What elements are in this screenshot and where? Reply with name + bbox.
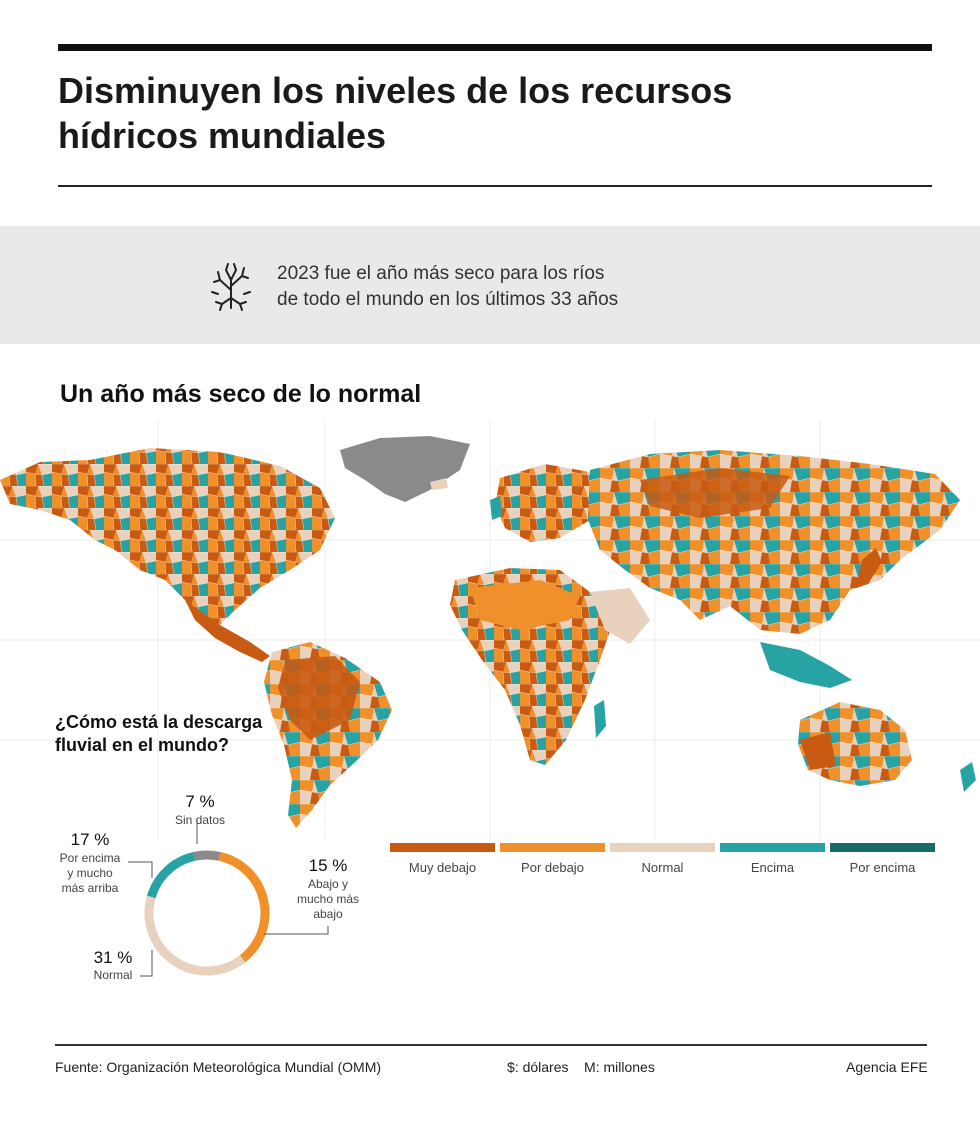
- page-title: Disminuyen los niveles de los recursos h…: [58, 70, 733, 156]
- legend-label: Por debajo: [521, 860, 584, 875]
- donut-segment-por-encima: [146, 852, 196, 899]
- label-por-encima-line-1: Por encima: [59, 851, 121, 865]
- leader-abajo: [264, 926, 329, 935]
- footer-divider: [55, 1044, 927, 1046]
- donut-segment-sin-datos: [193, 850, 221, 861]
- info-text: 2023 fue el año más seco para los ríos d…: [277, 261, 697, 313]
- legend-swatch: [390, 843, 495, 852]
- arabia: [590, 588, 650, 644]
- label-abajo-line-3: abajo: [313, 907, 343, 921]
- label-normal: Normal: [93, 968, 133, 982]
- donut-segment-abajo: [218, 852, 270, 963]
- legend-item-encima: Encima: [720, 843, 825, 875]
- donut-title-line-2: fluvial en el mundo?: [55, 735, 230, 755]
- dry-tree-icon: [211, 263, 251, 311]
- footer-agency: Agencia EFE: [846, 1059, 928, 1075]
- donut-segment-normal: [144, 895, 246, 976]
- greenland: [340, 436, 470, 502]
- legend-label: Por encima: [849, 860, 916, 875]
- label-abajo: Abajo y mucho más abajo: [286, 877, 370, 922]
- pct-sin-datos: 7 %: [185, 792, 215, 811]
- japan: [856, 548, 882, 588]
- legend-label: Encima: [750, 860, 795, 875]
- legend-item-normal: Normal: [610, 843, 715, 875]
- legend-swatch: [500, 843, 605, 852]
- world-map-svg: [0, 420, 980, 840]
- donut-rings: [144, 850, 270, 976]
- label-abajo-line-1: Abajo y: [307, 877, 349, 891]
- legend-item-por-debajo: Por debajo: [500, 843, 605, 875]
- pct-normal: 31 %: [93, 948, 133, 967]
- se-asia: [760, 642, 852, 688]
- uk: [490, 496, 502, 520]
- discharge-donut-chart: [128, 820, 329, 977]
- legend-item-muy-debajo: Muy debajo: [390, 843, 495, 875]
- map-legend: Muy debajo Por debajo Normal Encima Por …: [390, 843, 935, 883]
- legend-label: Muy debajo: [408, 860, 477, 875]
- footer-source: Fuente: Organización Meteorológica Mundi…: [55, 1059, 382, 1075]
- central-america: [185, 600, 270, 662]
- info-band: [0, 226, 980, 344]
- europe: [495, 464, 600, 542]
- world-map: [0, 420, 980, 840]
- amazon-region: [278, 656, 360, 740]
- north-america: [0, 448, 335, 625]
- pct-por-encima: 17 %: [70, 830, 110, 849]
- label-por-encima-line-2: y mucho: [67, 866, 113, 880]
- legend-swatch: [610, 843, 715, 852]
- legend-label: Normal: [641, 860, 684, 875]
- siberia: [640, 468, 790, 518]
- info-line-1: 2023 fue el año más seco para los ríos: [277, 263, 605, 284]
- legend-item-por-encima: Por encima: [830, 843, 935, 875]
- map-title: Un año más seco de lo normal: [60, 380, 422, 408]
- leader-normal: [140, 950, 153, 977]
- title-divider: [58, 185, 932, 187]
- new-zealand: [960, 762, 976, 792]
- legend-swatch: [720, 843, 825, 852]
- iceland: [430, 478, 448, 490]
- donut-title: ¿Cómo está la descarga fluvial en el mun…: [55, 711, 295, 757]
- australia-west: [800, 732, 836, 770]
- madagascar: [594, 700, 606, 738]
- sahara: [470, 580, 580, 630]
- label-por-encima: Por encima y mucho más arriba: [50, 851, 130, 896]
- label-sin-datos: Sin datos: [174, 813, 226, 827]
- label-abajo-line-2: mucho más: [296, 892, 360, 906]
- leader-por-encima: [128, 861, 153, 878]
- info-line-2: de todo el mundo en los últimos 33 años: [277, 289, 619, 310]
- label-por-encima-line-3: más arriba: [61, 881, 119, 895]
- legend-swatch: [830, 843, 935, 852]
- pct-abajo: 15 %: [308, 856, 348, 875]
- footer-units: $: dólares M: millones: [507, 1059, 655, 1075]
- top-rule: [58, 44, 932, 51]
- donut-title-line-1: ¿Cómo está la descarga: [55, 712, 263, 732]
